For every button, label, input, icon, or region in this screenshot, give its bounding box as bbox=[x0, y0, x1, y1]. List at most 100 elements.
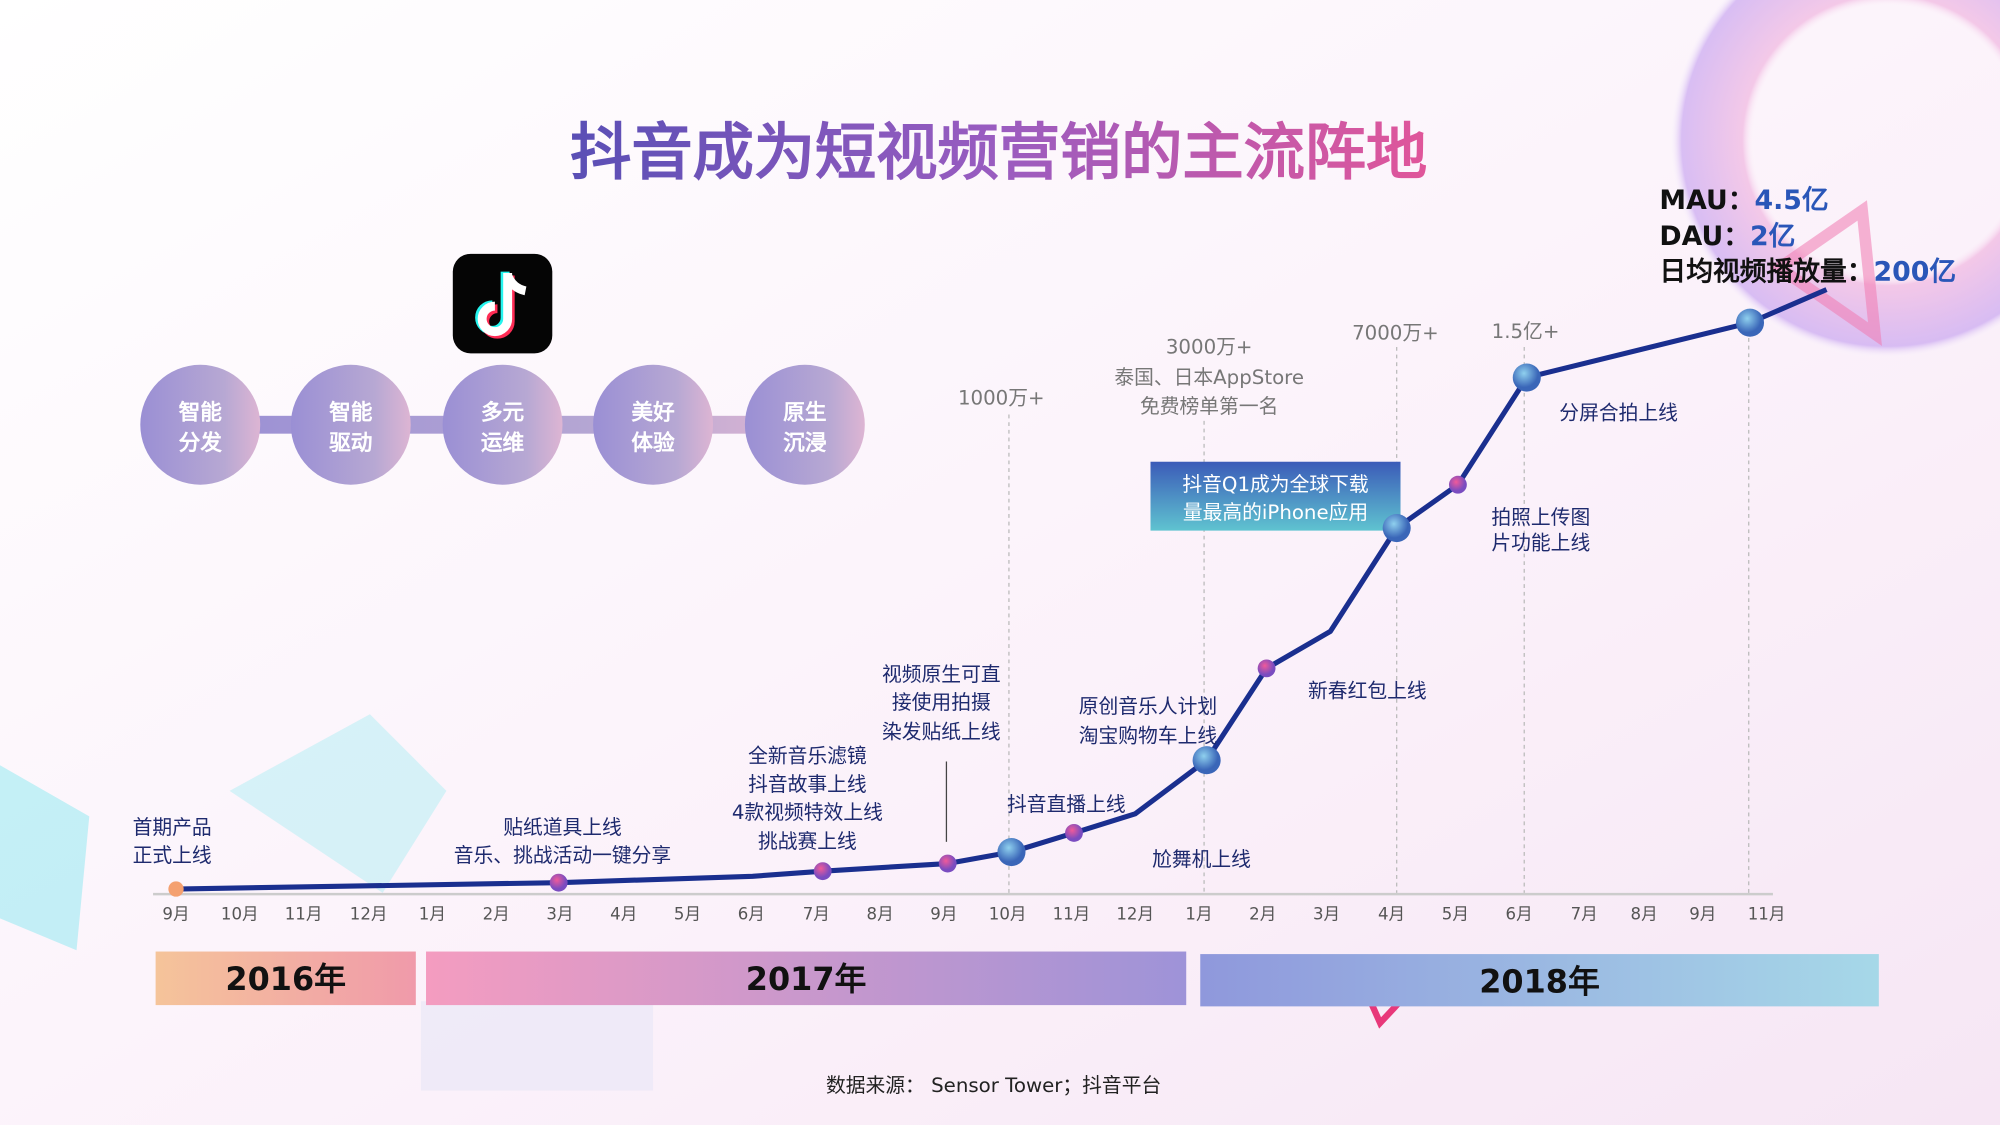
x-tick-label: 1月 bbox=[419, 905, 446, 924]
x-tick-label: 10月 bbox=[989, 905, 1027, 924]
year-bar-2016: 2016年 bbox=[155, 951, 416, 1006]
x-tick-label: 4月 bbox=[1378, 905, 1405, 924]
event-label: 4款视频特效上线 bbox=[732, 801, 883, 824]
x-tick-label: 8月 bbox=[1631, 905, 1658, 924]
x-tick-label: 2月 bbox=[1249, 905, 1276, 924]
svg-text:驱动: 驱动 bbox=[329, 431, 372, 456]
growth-line bbox=[175, 287, 1828, 892]
line-marker bbox=[1735, 308, 1765, 337]
svg-text:运维: 运维 bbox=[481, 430, 525, 456]
line-markers bbox=[168, 308, 1765, 897]
event-label: 淘宝购物车上线 bbox=[1079, 724, 1218, 747]
svg-text:分发: 分发 bbox=[179, 430, 223, 456]
event-label: 音乐、挑战活动一键分享 bbox=[454, 844, 671, 867]
x-tick-label: 3月 bbox=[1313, 905, 1340, 924]
x-tick-label: 9月 bbox=[1689, 905, 1716, 924]
event-label: 新春红包上线 bbox=[1308, 680, 1427, 703]
source-note: 数据来源： Sensor Tower；抖音平台 bbox=[826, 1074, 1161, 1097]
milestone-label: 3000万+ bbox=[1166, 335, 1253, 358]
event-label: 原创音乐人计划 bbox=[1079, 695, 1217, 718]
x-tick-label: 7月 bbox=[803, 905, 830, 924]
event-annotations: 首期产品 正式上线 贴纸道具上线 音乐、挑战活动一键分享 全新音乐滤镜 抖音故事… bbox=[133, 402, 1679, 871]
x-tick-label: 7月 bbox=[1571, 905, 1598, 924]
year-bar-2017: 2017年 bbox=[426, 951, 1187, 1006]
milestone-label: 1.5亿+ bbox=[1492, 320, 1560, 343]
feature-bubble: 原生 沉浸 bbox=[744, 364, 865, 485]
year-bar-2018: 2018年 bbox=[1200, 954, 1879, 1007]
line-marker bbox=[1382, 514, 1411, 543]
feature-bubble: 智能 驱动 bbox=[290, 364, 411, 485]
line-marker bbox=[938, 854, 957, 873]
x-tick-label: 6月 bbox=[738, 905, 765, 924]
svg-text:2017年: 2017年 bbox=[746, 960, 867, 998]
event-label: 抖音故事上线 bbox=[748, 773, 867, 796]
event-label: 正式上线 bbox=[133, 844, 212, 867]
svg-text:智能: 智能 bbox=[329, 400, 373, 426]
x-tick-label: 8月 bbox=[867, 905, 894, 924]
line-marker bbox=[997, 838, 1026, 867]
milestone-note: 泰国、日本AppStore bbox=[1114, 366, 1304, 389]
event-label: 尬舞机上线 bbox=[1152, 848, 1251, 871]
line-marker bbox=[1448, 475, 1467, 494]
x-tick-label: 10月 bbox=[221, 905, 259, 924]
line-marker bbox=[168, 881, 184, 897]
svg-text:2016年: 2016年 bbox=[225, 960, 346, 998]
svg-text:抖音Q1成为全球下载: 抖音Q1成为全球下载 bbox=[1182, 473, 1368, 496]
milestone-label: 7000万+ bbox=[1352, 321, 1439, 344]
kpi-dau: DAU：2亿 bbox=[1659, 221, 1795, 252]
event-label: 挑战赛上线 bbox=[758, 830, 857, 853]
x-tick-label: 1月 bbox=[1185, 905, 1212, 924]
decor-shape bbox=[229, 714, 447, 893]
page-title: 抖音成为短视频营销的主流阵地 bbox=[570, 117, 1427, 188]
svg-text:智能: 智能 bbox=[179, 400, 223, 426]
x-tick-label: 3月 bbox=[546, 905, 573, 924]
x-tick-label: 11月 bbox=[285, 905, 323, 924]
feature-chain: 智能 分发 智能 驱动 多元 运维 美好 体验 原生 沉浸 bbox=[140, 364, 865, 485]
feature-bubble: 美好 体验 bbox=[593, 364, 714, 485]
event-label: 片功能上线 bbox=[1491, 532, 1590, 555]
event-label: 全新音乐滤镜 bbox=[748, 745, 867, 768]
event-label: 染发贴纸上线 bbox=[882, 721, 1001, 744]
line-marker bbox=[1065, 823, 1083, 842]
line-marker bbox=[1257, 659, 1276, 678]
feature-bubble: 智能 分发 bbox=[140, 364, 261, 485]
x-tick-label: 9月 bbox=[930, 905, 957, 924]
svg-text:美好: 美好 bbox=[631, 400, 675, 426]
event-label: 接使用拍摄 bbox=[892, 691, 991, 714]
kpi-mau: MAU：4.5亿 bbox=[1659, 185, 1828, 216]
x-tick-label: 4月 bbox=[610, 905, 637, 924]
feature-bubble: 多元 运维 bbox=[442, 364, 563, 485]
x-tick-label: 6月 bbox=[1506, 905, 1533, 924]
event-label: 首期产品 bbox=[133, 816, 212, 839]
line-marker bbox=[1192, 746, 1221, 775]
svg-text:体验: 体验 bbox=[631, 430, 675, 456]
x-tick-label: 5月 bbox=[1442, 905, 1469, 924]
event-label: 贴纸道具上线 bbox=[503, 816, 622, 839]
decor-ring bbox=[1645, 0, 2000, 383]
milestone-note: 免费榜单第一名 bbox=[1140, 395, 1278, 418]
x-ticks: 9月 10月 11月 12月 1月 2月 3月 4月 5月 6月 7月 8月 9月 10月 11月 12月 1月… bbox=[162, 905, 1785, 924]
svg-text:量最高的iPhone应用: 量最高的iPhone应用 bbox=[1183, 501, 1368, 524]
x-tick-label: 9月 bbox=[162, 905, 189, 924]
x-tick-label: 11月 bbox=[1053, 905, 1091, 924]
x-tick-label: 11月 bbox=[1748, 905, 1786, 924]
event-label: 视频原生可直 bbox=[882, 663, 1001, 686]
svg-text:2018年: 2018年 bbox=[1479, 962, 1600, 1000]
svg-text:原生: 原生 bbox=[783, 401, 826, 426]
x-tick-label: 12月 bbox=[350, 905, 388, 924]
event-label: 拍照上传图 bbox=[1491, 506, 1590, 529]
event-label: 分屏合拍上线 bbox=[1559, 402, 1678, 425]
x-tick-label: 12月 bbox=[1116, 905, 1154, 924]
line-marker bbox=[549, 873, 568, 892]
line-marker bbox=[813, 862, 832, 881]
event-label: 抖音直播上线 bbox=[1007, 793, 1126, 816]
q1-callout: 抖音Q1成为全球下载 量最高的iPhone应用 bbox=[1150, 461, 1401, 531]
svg-text:多元: 多元 bbox=[481, 400, 525, 426]
tiktok-logo bbox=[452, 253, 553, 354]
line-marker bbox=[1512, 363, 1541, 392]
decor-triangle bbox=[1769, 200, 1882, 347]
milestone-label: 1000万+ bbox=[958, 386, 1045, 409]
x-tick-label: 2月 bbox=[483, 905, 510, 924]
x-tick-label: 5月 bbox=[674, 905, 701, 924]
